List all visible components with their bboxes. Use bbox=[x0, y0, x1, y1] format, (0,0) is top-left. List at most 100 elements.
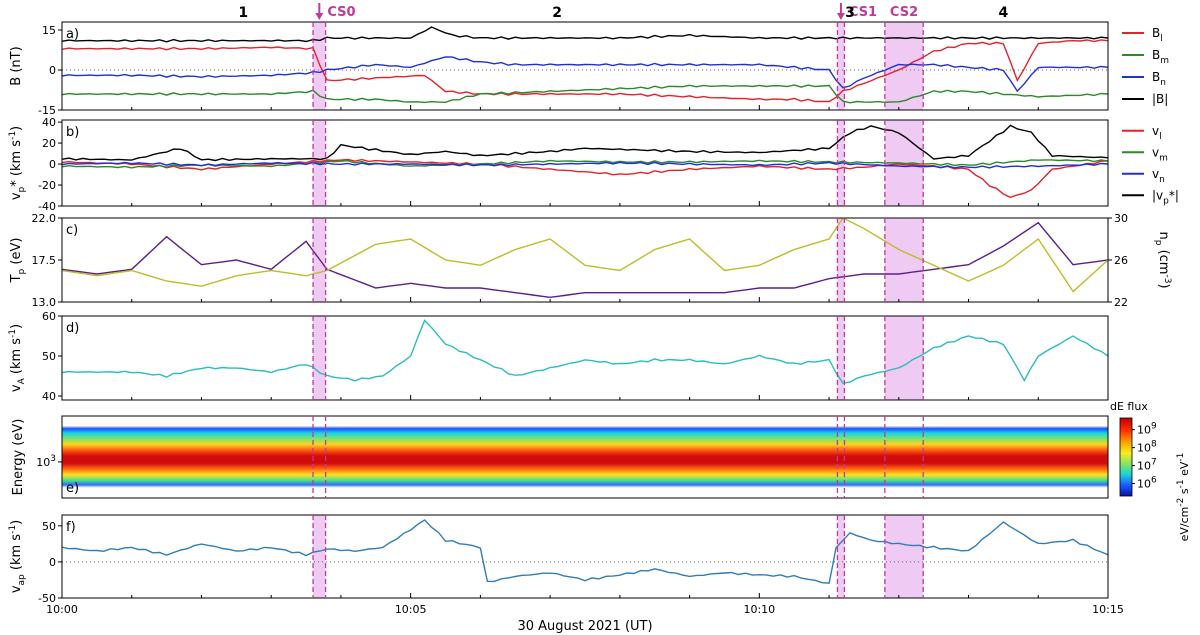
time-axis: 10:00 10:05 10:10 10:15 30 August 2021 (UT) bbox=[46, 603, 1124, 634]
region-label: 2 bbox=[552, 5, 562, 21]
label-part: 9 bbox=[1151, 422, 1157, 432]
y-tick-right-label: 30 bbox=[1114, 212, 1128, 225]
series-line bbox=[62, 221, 1108, 299]
label-part: ) bbox=[9, 126, 24, 131]
label-part: -1 bbox=[1176, 479, 1186, 488]
legend-label: vn bbox=[1152, 167, 1165, 185]
colorbar-tick-label: 107 bbox=[1137, 458, 1157, 473]
colorbar-label: eV/cm-2 s-1 eV-1 bbox=[1176, 453, 1191, 542]
panel-frame bbox=[61, 315, 1109, 401]
y-tick-label: 50 bbox=[42, 350, 56, 363]
label-part: 7 bbox=[1151, 458, 1157, 468]
label-part: 3 bbox=[50, 454, 56, 464]
y-axis-label: Energy (eV) bbox=[11, 419, 26, 496]
label-part: -1 bbox=[1176, 453, 1186, 462]
y-tick-label: 0 bbox=[49, 556, 56, 569]
label-part: ) bbox=[9, 324, 24, 329]
label-part: p bbox=[17, 268, 27, 274]
current-sheet-label: CS0 bbox=[327, 5, 355, 20]
panel-4: 40 50 60 d) vA (km s-1) bbox=[8, 310, 1109, 403]
current-sheet-arrowhead bbox=[315, 13, 324, 20]
y-tick-right-label: 22 bbox=[1114, 296, 1128, 309]
colorbar-tick-label: 108 bbox=[1137, 440, 1157, 455]
colorbar-title: dE flux bbox=[1110, 400, 1148, 413]
label-part: p bbox=[17, 186, 27, 192]
label-part: -2 bbox=[1176, 498, 1186, 507]
label-part: v bbox=[9, 192, 24, 200]
y-tick-label: 40 bbox=[42, 390, 56, 403]
legend-label: Bl bbox=[1152, 26, 1163, 44]
panel-frame bbox=[61, 21, 1109, 111]
current-sheet-markers: CS0 CS1 CS2 1 2 3 4 bbox=[238, 3, 1009, 598]
x-tick-label: 10:00 bbox=[46, 603, 78, 616]
region-label: 4 bbox=[999, 5, 1009, 21]
label-part: v bbox=[9, 585, 24, 593]
label-part: n bbox=[1160, 78, 1166, 88]
label-part: 10 bbox=[1137, 460, 1151, 473]
current-sheet-band bbox=[837, 316, 845, 400]
y-tick-label: 60 bbox=[42, 310, 56, 323]
label-part: |v bbox=[1152, 188, 1163, 202]
panel-letter: c) bbox=[66, 223, 78, 238]
legend-label: |vp*| bbox=[1152, 188, 1179, 206]
current-sheet-band bbox=[313, 515, 326, 598]
series-line bbox=[62, 519, 1108, 584]
label-part: m bbox=[1160, 56, 1169, 66]
y-tick-label: 0 bbox=[49, 64, 56, 77]
legend-label: vl bbox=[1152, 124, 1162, 142]
y-tick-label: 103 bbox=[36, 454, 56, 469]
label-part: eV bbox=[1178, 461, 1191, 479]
label-part: l bbox=[1160, 34, 1163, 44]
y-axis-label: Tp (eV) bbox=[9, 238, 27, 284]
label-part: 10 bbox=[1137, 442, 1151, 455]
label-part: -1 bbox=[8, 525, 18, 534]
panel-frame bbox=[61, 415, 1109, 499]
label-part: eV/cm bbox=[1178, 507, 1191, 542]
label-part: v bbox=[1152, 124, 1159, 138]
x-tick-label: 10:10 bbox=[743, 603, 775, 616]
label-part: v bbox=[1152, 167, 1159, 181]
series-line bbox=[62, 124, 1108, 162]
y-tick-label: 50 bbox=[42, 520, 56, 533]
y-tick-label: -50 bbox=[38, 592, 56, 605]
colorbar bbox=[1119, 417, 1133, 497]
spectrogram bbox=[62, 420, 1108, 492]
series-line bbox=[62, 84, 1108, 104]
label-part: v bbox=[9, 384, 24, 392]
current-sheet-label: CS2 bbox=[890, 5, 918, 20]
label-part: B (nT) bbox=[9, 46, 24, 85]
current-sheet-band bbox=[313, 22, 326, 110]
current-sheet-label: CS1 bbox=[849, 5, 877, 20]
series-line bbox=[62, 56, 1108, 93]
panel-6: -50 0 50 f) vap (km s-1) bbox=[8, 514, 1109, 605]
current-sheet-arrowhead bbox=[836, 13, 845, 20]
y-axis-label: vp* (km s-1) bbox=[8, 126, 27, 200]
current-sheet-band bbox=[313, 316, 326, 400]
label-part: v bbox=[1152, 145, 1159, 159]
label-part: 10 bbox=[36, 456, 50, 469]
label-part: (km s bbox=[9, 534, 24, 575]
label-part: |B| bbox=[1152, 92, 1168, 106]
x-tick-label: 10:15 bbox=[1092, 603, 1124, 616]
x-axis-label: 30 August 2021 (UT) bbox=[517, 619, 652, 634]
y-tick-label: -20 bbox=[38, 179, 56, 192]
y-tick-label: 0 bbox=[49, 158, 56, 171]
series-line bbox=[62, 39, 1108, 103]
label-part: 8 bbox=[1151, 440, 1157, 450]
colorbar-tick-label: 109 bbox=[1137, 422, 1157, 437]
panel-letter: f) bbox=[66, 520, 76, 535]
legend-label: vm bbox=[1152, 145, 1168, 163]
label-part: -1 bbox=[8, 131, 18, 140]
series-line bbox=[62, 218, 1108, 293]
panel-frame bbox=[61, 514, 1109, 599]
label-part: Energy (eV) bbox=[11, 419, 26, 496]
colorbar-tick-label: 106 bbox=[1137, 476, 1157, 491]
label-part: B bbox=[1152, 48, 1160, 62]
current-sheet-bands bbox=[313, 22, 924, 598]
label-part: p bbox=[1153, 240, 1163, 246]
current-sheet-band bbox=[884, 515, 924, 598]
label-part: n bbox=[1159, 175, 1165, 185]
